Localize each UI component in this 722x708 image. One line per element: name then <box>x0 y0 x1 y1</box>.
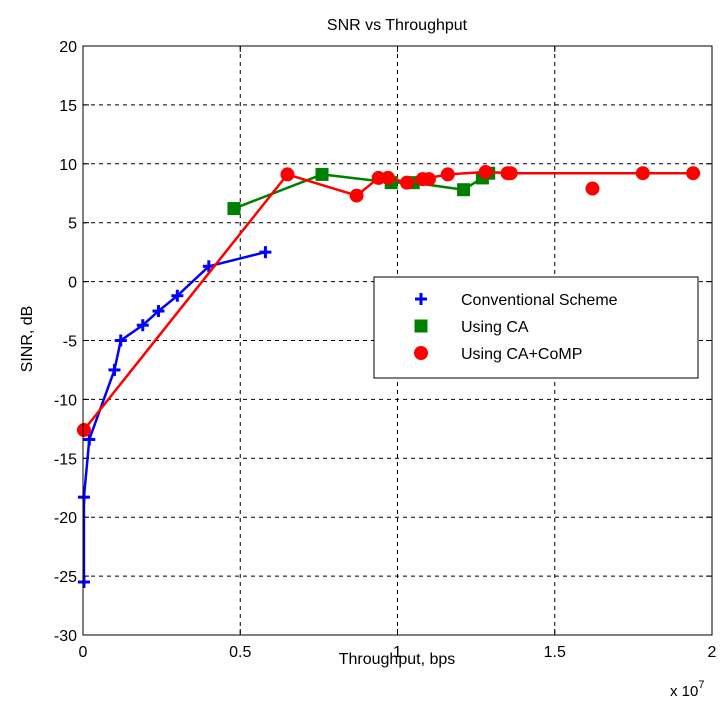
y-tick-label: -5 <box>63 334 77 351</box>
legend: Conventional Scheme Using CA Using CA+CoMP <box>373 276 699 379</box>
y-tick-label: -20 <box>54 510 77 527</box>
y-tick-label: -30 <box>54 628 77 645</box>
y-tick-label: 15 <box>59 98 77 115</box>
series-conventional-scheme <box>77 246 272 588</box>
x-tick-label: 1.5 <box>544 644 566 661</box>
x-multiplier-exponent: 7 <box>698 679 704 691</box>
data-point-conventional-scheme <box>83 433 96 446</box>
x-tick-label: 1 <box>393 644 402 661</box>
x-tick-label: 2 <box>708 644 717 661</box>
data-point-using-ca-comp <box>478 165 493 180</box>
data-point-conventional-scheme <box>136 319 149 332</box>
y-tick-label: 10 <box>59 157 77 174</box>
data-point-using-ca-comp <box>349 188 364 203</box>
data-point-using-ca-comp <box>440 167 455 182</box>
data-point-using-ca <box>457 183 471 197</box>
legend-marker-using-ca-comp <box>414 346 428 360</box>
legend-marker-conventional-scheme <box>415 293 427 305</box>
y-axis-label: SINR, dB <box>19 306 36 373</box>
data-point-using-ca-comp <box>686 166 701 181</box>
x-axis-label: Throughput, bps <box>339 651 456 668</box>
series-line-conventional-scheme <box>82 250 266 582</box>
x-tick-label: 0.5 <box>229 644 251 661</box>
data-point-using-ca <box>315 167 329 181</box>
x-multiplier-base: x 10 <box>670 683 698 700</box>
data-point-using-ca-comp <box>381 170 396 185</box>
data-point-using-ca <box>227 202 241 216</box>
legend-marker-using-ca <box>414 319 428 333</box>
data-point-conventional-scheme <box>114 334 127 347</box>
data-point-using-ca-comp <box>503 166 518 181</box>
legend-label-using-ca-comp: Using CA+CoMP <box>461 346 582 363</box>
data-point-using-ca-comp <box>399 175 414 190</box>
x-multiplier-label: x 107 <box>670 679 704 700</box>
data-point-conventional-scheme <box>259 246 272 259</box>
chart-title: SNR vs Throughput <box>327 17 468 34</box>
y-tick-label: 0 <box>68 275 77 292</box>
data-point-using-ca-comp <box>635 166 650 181</box>
legend-label-conventional-scheme: Conventional Scheme <box>461 292 618 309</box>
series-layer <box>76 165 701 588</box>
data-point-conventional-scheme <box>77 491 90 504</box>
y-tick-label: 20 <box>59 39 77 56</box>
data-point-conventional-scheme <box>77 575 90 588</box>
y-tick-label: -25 <box>54 569 77 586</box>
series-using-ca-comp <box>76 165 701 438</box>
data-point-using-ca-comp <box>76 423 91 438</box>
legend-box <box>373 276 699 379</box>
data-point-conventional-scheme <box>171 289 184 302</box>
y-tick-label: 5 <box>68 216 77 233</box>
x-tick-label: 0 <box>79 644 88 661</box>
data-point-using-ca-comp <box>421 172 436 187</box>
y-tick-label: -15 <box>54 451 77 468</box>
data-point-conventional-scheme <box>152 305 165 318</box>
data-point-using-ca-comp <box>585 181 600 196</box>
legend-label-using-ca: Using CA <box>461 319 529 336</box>
axis-ticks: 0 0.5 1 1.5 2 -30 -25 -20 -15 -10 -5 0 5 10 15 20 <box>54 39 717 661</box>
data-point-conventional-scheme <box>108 363 121 376</box>
data-point-using-ca-comp <box>280 167 295 182</box>
y-tick-label: -10 <box>54 392 77 409</box>
